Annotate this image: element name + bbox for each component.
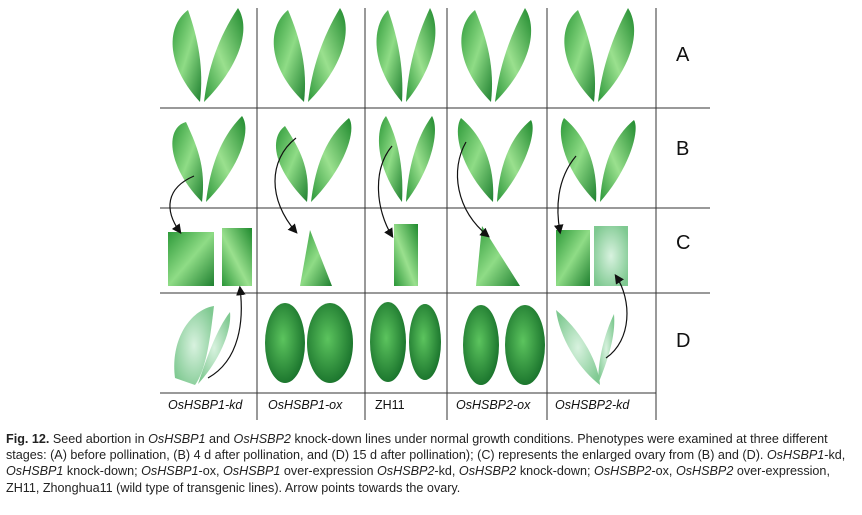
grid-lines [160, 8, 710, 420]
figure-panel: A B C D OsHSBP1-kd OsHSBP1-ox ZH11 OsHSB… [160, 8, 710, 420]
caption-gene: OsHSBP1 [6, 464, 64, 479]
column-label-oshsbp2-kd: OsHSBP2-kd [555, 398, 630, 412]
caption-text: and [205, 432, 234, 446]
column-label-oshsbp1-ox: OsHSBP1-ox [268, 398, 343, 412]
caption-text: -kd, [824, 448, 846, 463]
row-label-b: B [676, 138, 690, 160]
row-label-c: C [676, 232, 691, 254]
caption-text: over-expression, ZH11, Zhonghua11 (wild … [6, 464, 830, 495]
caption-gene: OsHSBP2 [458, 464, 517, 479]
row-b-images [172, 116, 636, 202]
caption-gene: OsHSBP1 [766, 448, 825, 463]
row-label-a: A [676, 44, 690, 66]
caption-text: -ox, [198, 464, 224, 479]
caption-text: -kd, [434, 464, 459, 479]
caption-text: knock-down; [516, 464, 595, 479]
ovary-arrows [169, 137, 628, 379]
caption-gene: OsHSBP1 [148, 432, 206, 446]
caption-gene: OsHSBP1 [141, 464, 199, 479]
row-c-images [168, 224, 628, 286]
figure-caption: Fig. 12. Seed abortion in OsHSBP1 and Os… [6, 431, 856, 496]
caption-text: Seed abortion in [49, 432, 149, 446]
caption-label: Fig. 12. [6, 432, 50, 446]
figure-grid [160, 8, 710, 420]
caption-gene: OsHSBP2 [675, 464, 734, 479]
caption-gene: OsHSBP2 [377, 464, 435, 479]
caption-gene: OsHSBP1 [223, 464, 281, 479]
row-d-images [174, 302, 615, 385]
caption-text: knock-down; [63, 464, 142, 479]
caption-text: -ox, [651, 464, 676, 479]
caption-gene: OsHSBP2 [594, 464, 652, 479]
caption-text: over-expression [280, 464, 378, 479]
caption-gene: OsHSBP2 [233, 432, 291, 446]
column-label-zh11: ZH11 [375, 398, 405, 412]
row-label-d: D [676, 330, 691, 352]
column-label-oshsbp2-ox: OsHSBP2-ox [456, 398, 531, 412]
caption-text: knock-down lines under normal growth con… [6, 432, 828, 463]
row-a-images [172, 8, 635, 102]
column-label-oshsbp1-kd: OsHSBP1-kd [168, 398, 243, 412]
